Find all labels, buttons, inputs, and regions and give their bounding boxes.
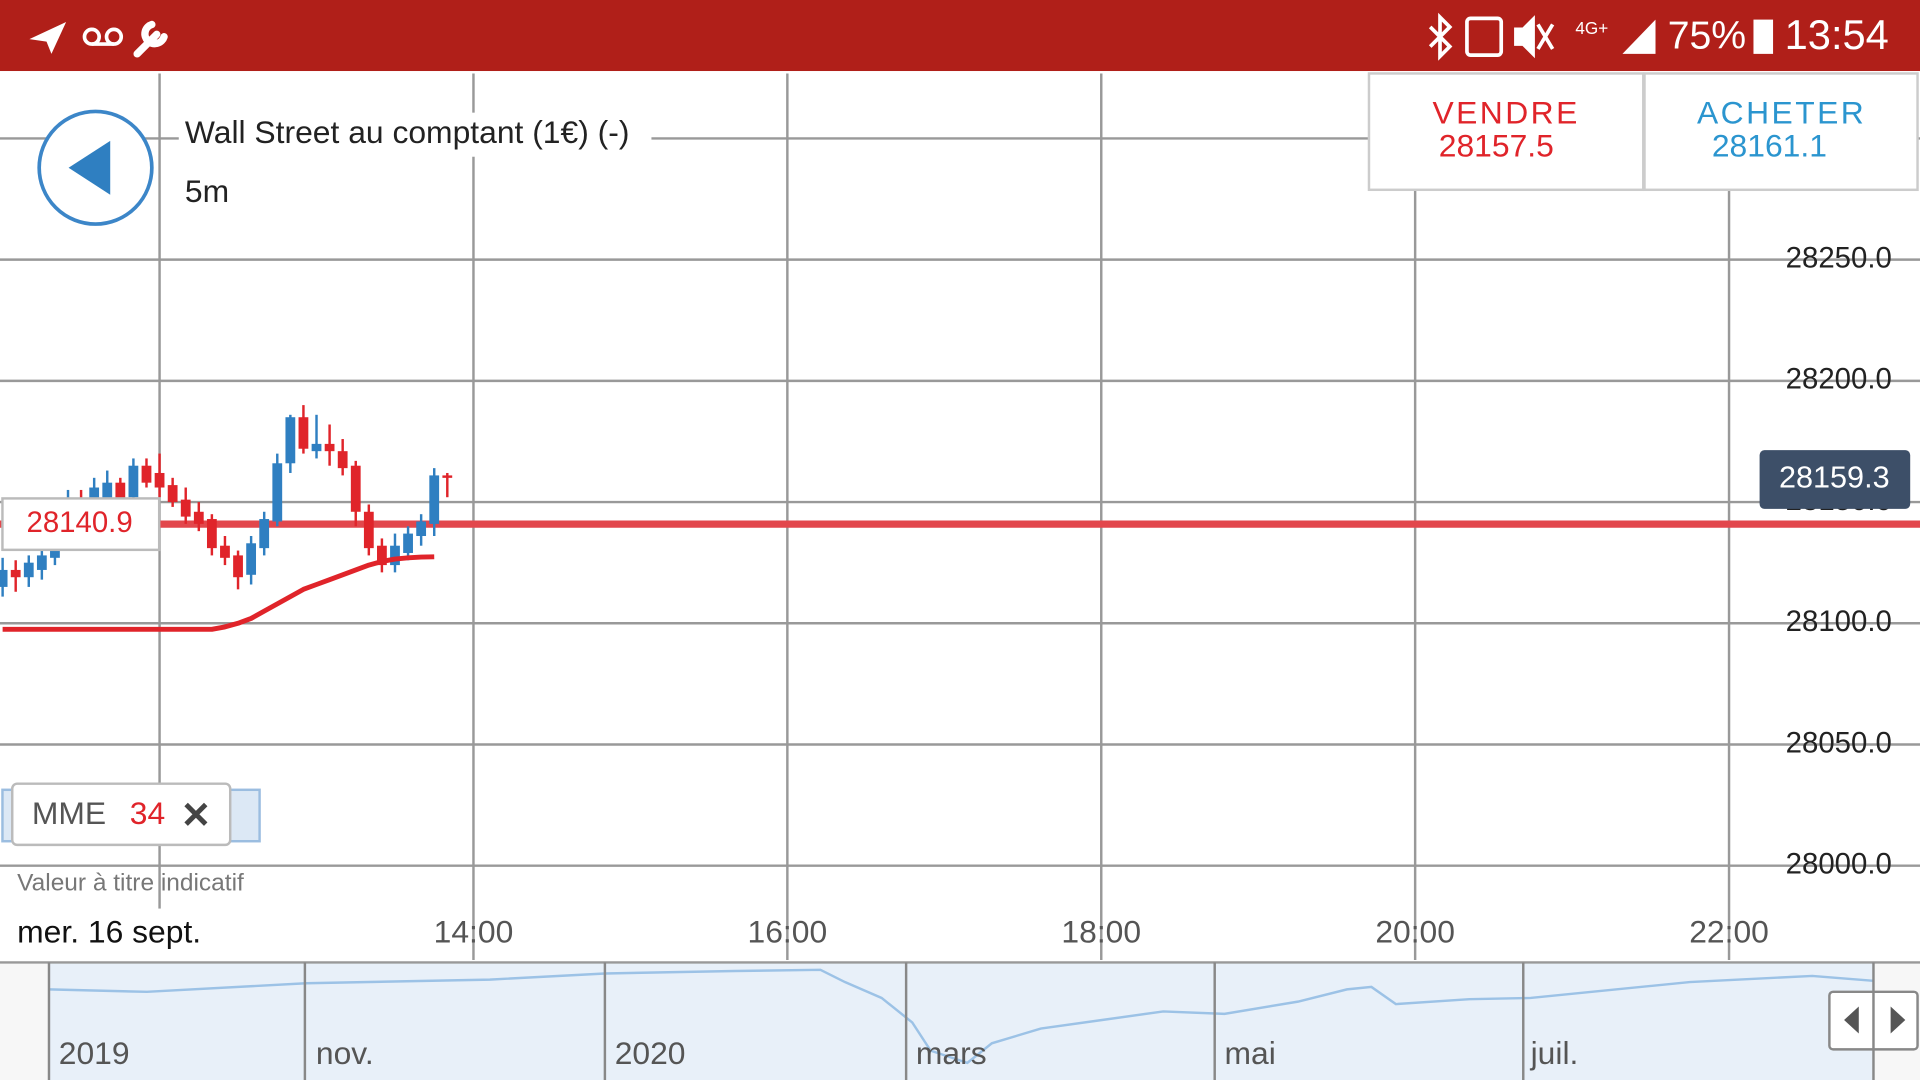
candle-body [324,443,335,452]
navigator-labels: 2019 nov. 2020 mars mai juil. [47,962,1875,1080]
candle-body [167,485,178,503]
grid: 28000.028050.028100.028150.028200.028250… [0,73,1920,960]
candle-body [0,569,8,587]
buy-box[interactable] [1643,72,1919,192]
back-arrow[interactable] [68,140,111,195]
candle-body [36,555,47,570]
candle-body [311,443,322,452]
chip-box[interactable] [11,782,232,847]
candle-body [390,545,400,566]
y-tick-label: 28200.0 [1786,363,1892,396]
current-price-box [1759,450,1911,509]
candle-body [180,499,191,517]
y-tick-label: 28250.0 [1786,241,1892,274]
candle-body [377,545,387,566]
navigator-arrows[interactable] [1828,990,1919,1051]
indicator-period: 34 [130,795,165,831]
candle-body [350,465,361,512]
mute-icon [1514,15,1555,59]
candle-body [102,482,113,503]
navigator-label: juil. [1530,1035,1579,1071]
navigator-line [48,968,1874,1065]
disclaimer: Valeur à titre indicatif [17,870,244,897]
x-tick-label: 18:00 [1061,914,1141,950]
candle-body [429,475,440,524]
candle-body [220,545,230,558]
x-tick-label: 22:00 [1689,914,1769,950]
candle-body [23,562,34,578]
candle-body [272,463,283,522]
candle-body [141,465,152,483]
candle-body [337,451,348,469]
battery-level: 75% [1668,14,1746,57]
indicator-chip[interactable]: MME 34 [11,782,232,847]
ema-line [2,554,435,632]
candle-body [154,472,165,488]
send-icon [29,22,67,54]
y-tick-label: 28050.0 [1786,726,1892,759]
candle-body [416,521,427,537]
remove-indicator[interactable] [184,802,208,826]
sell-label[interactable]: VENDRE [1432,95,1579,131]
bluetooth-icon [1428,12,1453,61]
title-background [178,112,652,157]
candle-body [259,519,270,549]
x-tick-label: 16:00 [748,914,828,950]
back-button[interactable] [37,109,154,226]
candle-body [285,417,296,464]
navigator-label: 2019 [59,1035,130,1071]
reference-label: 28140.9 [26,506,132,539]
voicemail-icon [82,27,124,46]
nfc-icon [1465,16,1504,57]
x-tick-label: 20:00 [1375,914,1455,950]
buy-label[interactable]: ACHETER [1697,95,1866,131]
candle-body [298,417,309,449]
interval: 5m [185,173,229,209]
battery-icon [1753,19,1774,54]
sell-price[interactable]: 28157.5 [1439,128,1554,164]
current-price-label: 28159.3 [1779,461,1890,495]
y-tick-label: 28100.0 [1786,605,1892,638]
status-bar [0,0,1920,72]
date-label: mer. 16 sept. [17,914,201,950]
candle-body [128,465,139,498]
candle-body [233,555,243,578]
navigator-label: mai [1224,1035,1275,1071]
x-tick-label: 14:00 [434,914,514,950]
instrument-name: Wall Street au comptant (1€) (-) [185,114,630,150]
indicator-name: MME [32,795,106,831]
buy-button[interactable]: ACHETER 28161.1 [1643,72,1919,192]
arrow-left[interactable] [1844,1006,1859,1034]
y-tick-label: 28000.0 [1786,847,1892,880]
wrench-icon [133,20,168,58]
navigator-label: nov. [316,1035,374,1071]
buy-price[interactable]: 28161.1 [1712,128,1827,164]
arrow-right[interactable] [1890,1006,1906,1034]
candle-body [115,482,126,510]
navigator-label: mars [916,1035,987,1071]
plot [0,405,1920,632]
candle-body [246,543,257,575]
candle-body [363,511,374,549]
reference-label-box [1,497,161,552]
candle-body [193,511,204,524]
network-type: 4G+ [1575,18,1608,38]
candle-body [10,569,21,578]
candle-body [442,475,453,478]
signal-icon [1622,19,1656,54]
candle-body [206,519,217,549]
sell-button[interactable]: VENDRE 28157.5 [1367,72,1645,192]
navigator-label: 2020 [615,1035,686,1071]
date-label-background [0,908,223,960]
clock: 13:54 [1785,11,1889,58]
overlays: 28140.9 28159.3 [1,450,1911,552]
candle-body [403,533,413,553]
